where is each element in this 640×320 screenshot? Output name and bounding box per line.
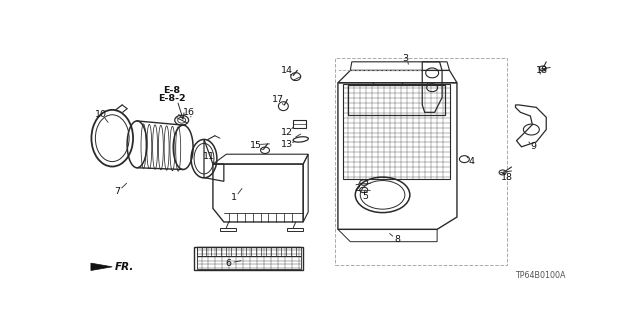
- Text: 2: 2: [355, 184, 361, 193]
- Text: E-8: E-8: [163, 86, 180, 95]
- Text: 18: 18: [536, 66, 548, 75]
- Bar: [343, 84, 449, 179]
- Polygon shape: [91, 263, 112, 270]
- Bar: [287, 228, 303, 231]
- Text: 9: 9: [531, 142, 537, 151]
- Text: 6: 6: [226, 259, 232, 268]
- Text: 3: 3: [402, 54, 408, 63]
- Text: 7: 7: [114, 187, 120, 196]
- Text: 1: 1: [231, 193, 237, 202]
- Text: 13: 13: [281, 140, 293, 149]
- Bar: [194, 247, 303, 270]
- Text: 11: 11: [203, 152, 215, 161]
- Text: 14: 14: [282, 66, 293, 75]
- Bar: [348, 85, 445, 115]
- Text: TP64B0100A: TP64B0100A: [515, 271, 565, 280]
- Text: 4: 4: [469, 157, 475, 166]
- Text: 12: 12: [282, 128, 293, 137]
- Bar: [196, 247, 301, 256]
- Text: 5: 5: [362, 192, 368, 201]
- Bar: [196, 256, 301, 269]
- Bar: [220, 228, 236, 231]
- Text: 8: 8: [394, 235, 401, 244]
- Text: 17: 17: [273, 95, 284, 105]
- Bar: [335, 58, 507, 265]
- Text: 18: 18: [500, 173, 513, 182]
- Text: 10: 10: [95, 110, 107, 119]
- Text: 15: 15: [250, 141, 262, 150]
- Text: E-8-2: E-8-2: [158, 94, 186, 103]
- Text: FR.: FR.: [115, 262, 134, 272]
- Text: 16: 16: [183, 108, 195, 117]
